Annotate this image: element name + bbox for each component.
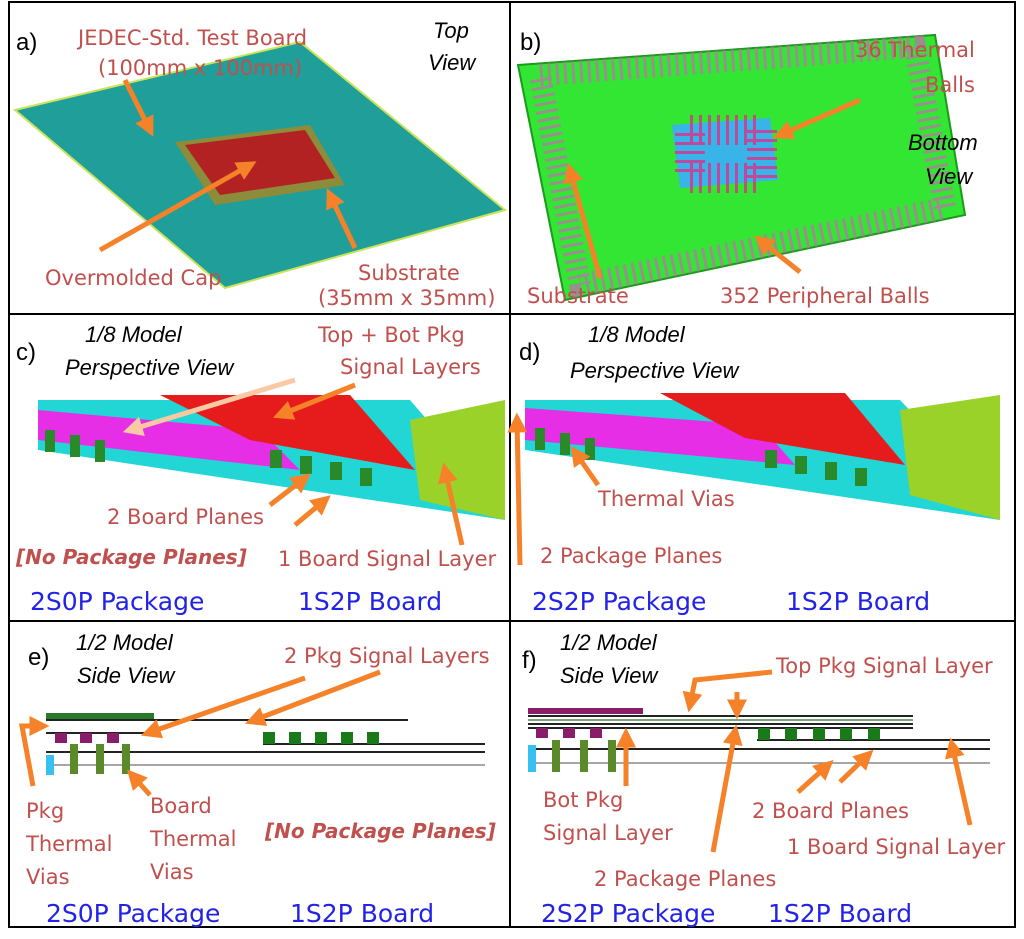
- board-planes-label: 2 Board Planes: [752, 799, 909, 823]
- arrow: [796, 759, 834, 794]
- thermal-balls-label: 36 Thermal: [855, 38, 975, 62]
- board-planes-label: 2 Board Planes: [107, 505, 264, 529]
- arrow: [140, 675, 306, 739]
- ball-ring: [526, 35, 958, 299]
- board-signal-label: 1 Board Signal Layer: [278, 547, 497, 571]
- arrow: [838, 749, 874, 784]
- view-label: View: [428, 50, 477, 75]
- model-label: Side View: [77, 663, 177, 688]
- thermal-balls-label: Balls: [925, 73, 975, 97]
- package-type-label: 2S2P Package: [541, 899, 715, 928]
- arrow: [98, 161, 257, 253]
- board-vias-label: Thermal: [149, 827, 236, 851]
- panel-a: a) JEDEC-Std. Test Board (100mm x 100mm)…: [12, 18, 508, 310]
- arrow: [438, 462, 465, 546]
- package-plane: [525, 408, 795, 465]
- board-type-label: 1S2P Board: [768, 899, 912, 928]
- panel-tag: c): [16, 339, 36, 366]
- arrow: [126, 769, 152, 797]
- bot-signal-label: Signal Layer: [543, 821, 673, 845]
- panel-f: f) 1/2 Model Side View Top Pkg Signal La…: [522, 630, 1006, 928]
- arrow: [944, 737, 973, 826]
- substrate-label: Substrate: [527, 284, 629, 308]
- board-edge: [410, 400, 505, 520]
- signal-layers-label: 2 Pkg Signal Layers: [284, 644, 490, 668]
- pkg-vias-label: Thermal: [25, 832, 112, 856]
- arrow: [754, 235, 802, 274]
- arrow: [710, 724, 743, 853]
- panel-e: e) 1/2 Model Side View 2 Pkg Signal Laye…: [19, 630, 496, 928]
- panel-d: d) 1/8 Model Perspective View Thermal Vi…: [507, 322, 1000, 616]
- package-type-label: 2S2P Package: [532, 587, 706, 616]
- arrow: [122, 377, 296, 436]
- vias: [45, 430, 372, 486]
- model-label: 1/2 Model: [560, 630, 658, 655]
- board-type-label: 1S2P Board: [786, 587, 930, 616]
- bot-signal-label: Bot Pkg: [543, 788, 623, 812]
- arrow: [122, 78, 154, 137]
- package-plane: [38, 410, 300, 470]
- signal-layers-label: Top + Bot Pkg: [317, 323, 465, 347]
- panel-tag: b): [520, 29, 541, 56]
- arrow: [268, 473, 311, 507]
- signal-layers-label: Signal Layers: [340, 355, 481, 379]
- signal-layer: [160, 395, 415, 470]
- panel-tag: a): [16, 29, 37, 56]
- arrow: [19, 716, 50, 787]
- package-type-label: 2S0P Package: [30, 587, 204, 616]
- model-label: 1/2 Model: [76, 630, 174, 655]
- substrate-label: Substrate: [358, 261, 460, 285]
- package-planes-label: 2 Package Planes: [594, 867, 776, 891]
- panel-tag: d): [519, 339, 540, 366]
- board-type-label: 1S2P Board: [298, 587, 442, 616]
- board-vias-label: Vias: [150, 860, 194, 884]
- board-vias-label: Board: [150, 794, 212, 818]
- pkg-vias-label: Pkg: [26, 799, 64, 823]
- substrate-size: (35mm x 35mm): [318, 286, 495, 310]
- model-label: 1/8 Model: [85, 322, 183, 347]
- side-view-model: [46, 713, 485, 775]
- arrow: [244, 669, 381, 726]
- view-label: Top: [433, 18, 469, 43]
- view-label: Bottom: [908, 130, 978, 155]
- arrow: [507, 412, 528, 566]
- package-type-label: 2S0P Package: [46, 899, 220, 928]
- view-label: View: [925, 164, 974, 189]
- arrow: [682, 669, 773, 713]
- cap-label: Overmolded Cap: [45, 266, 221, 290]
- arrow: [570, 445, 601, 487]
- no-planes-label: [No Package Planes]: [15, 545, 247, 569]
- model-label: Side View: [560, 663, 660, 688]
- package-planes-label: 2 Package Planes: [540, 544, 722, 568]
- model-label: Perspective View: [65, 355, 235, 380]
- title-label: JEDEC-Std. Test Board: [76, 26, 307, 50]
- pkg-vias-label: Vias: [26, 865, 70, 889]
- side-view-model: [528, 708, 990, 772]
- thermal-balls: [675, 115, 777, 193]
- arrow: [773, 97, 862, 140]
- model-label: 1/8 Model: [588, 322, 686, 347]
- panel-c: c) 1/8 Model Perspective View Top + Bot …: [15, 322, 505, 616]
- top-signal-label: Top Pkg Signal Layer: [775, 654, 993, 678]
- board-edge: [900, 395, 1000, 520]
- signal-layer: [660, 393, 905, 465]
- board-type-label: 1S2P Board: [290, 899, 434, 928]
- model-label: Perspective View: [570, 358, 740, 383]
- panel-tag: e): [28, 644, 49, 671]
- thermal-vias-label: Thermal Vias: [597, 487, 735, 511]
- panel-grid: [8, 1, 1016, 928]
- board-signal-label: 1 Board Signal Layer: [787, 835, 1006, 859]
- panel-b: b) 36 Thermal Balls Bottom View Substrat…: [516, 29, 978, 308]
- no-planes-label: [No Package Planes]: [264, 819, 496, 843]
- arrow: [293, 495, 331, 527]
- arrow: [326, 188, 358, 250]
- panel-tag: f): [522, 647, 537, 674]
- arrow: [273, 382, 356, 420]
- title-size: (100mm x 100mm): [98, 56, 302, 80]
- peripheral-label: 352 Peripheral Balls: [720, 284, 930, 308]
- arrow: [563, 162, 603, 279]
